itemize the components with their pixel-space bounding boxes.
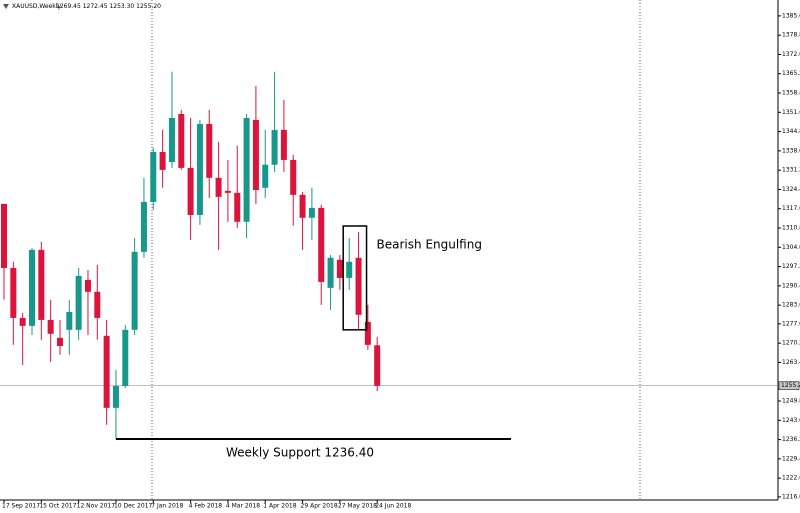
candle-body	[159, 152, 166, 170]
x-tick-label: 4 Mar 2018	[226, 503, 260, 510]
y-tick-label: 1263.40	[782, 359, 800, 366]
candle-body	[19, 317, 26, 326]
candle-body	[252, 119, 259, 191]
symbol-title: XAUUSD,Weekly	[12, 3, 61, 10]
y-tick-label: 1236.20	[782, 436, 800, 443]
candle-body	[56, 337, 63, 347]
candle-body	[1, 203, 7, 269]
candle-body	[280, 129, 287, 160]
support-label: Weekly Support 1236.40	[226, 446, 374, 460]
candle-body	[122, 329, 129, 386]
candle-body	[66, 311, 73, 330]
candle-body	[262, 164, 269, 188]
y-tick-label: 1270.20	[782, 340, 800, 347]
x-tick-label: 15 Oct 2017	[39, 503, 76, 510]
candle-body	[187, 167, 194, 215]
candle-body	[168, 117, 175, 162]
candle-body	[131, 251, 138, 330]
candle-body	[243, 117, 250, 222]
y-tick-label: 1378.80	[782, 32, 800, 39]
y-tick-label: 1344.80	[782, 128, 800, 135]
x-tick-label: 27 May 2018	[338, 503, 377, 510]
candle-body	[234, 192, 241, 222]
candle-body	[10, 268, 17, 318]
y-tick-label: 1338.00	[782, 147, 800, 154]
y-tick-label: 1290.40	[782, 282, 800, 289]
y-tick-label: 1229.40	[782, 455, 800, 462]
candle-body	[318, 207, 325, 282]
candle-body	[84, 279, 91, 292]
x-tick-label: 10 Dec 2017	[114, 503, 153, 510]
menu-icon	[3, 4, 9, 9]
candle-body	[215, 177, 222, 197]
candle-body	[271, 129, 278, 165]
y-tick-label: 1372.00	[782, 51, 800, 58]
y-tick-label: 1385.60	[782, 12, 800, 19]
candle-body	[308, 207, 315, 218]
y-tick-label: 1358.40	[782, 90, 800, 97]
current-price-box	[778, 381, 800, 390]
candle-body	[327, 257, 334, 288]
candle-body	[150, 152, 157, 202]
y-tick-label: 1216.00	[782, 493, 800, 500]
y-tick-label: 1324.40	[782, 186, 800, 193]
y-tick-label: 1297.20	[782, 263, 800, 270]
x-tick-label: 17 Sep 2017	[2, 503, 40, 510]
candle-body	[224, 190, 231, 193]
x-tick-label: 7 Jan 2018	[151, 503, 183, 510]
candle-body	[47, 319, 54, 334]
x-tick-label: 1 Apr 2018	[263, 503, 296, 510]
y-tick-label: 1365.20	[782, 70, 800, 77]
ohlc-text: 1269.45 1272.45 1253.30 1255.20	[56, 3, 161, 10]
candle-body	[140, 201, 147, 252]
x-tick-label: 29 Apr 2018	[301, 503, 338, 510]
y-tick-label: 1304.00	[782, 244, 800, 251]
pattern-box	[342, 225, 368, 331]
pattern-label: Bearish Engulfing	[377, 237, 482, 251]
y-tick-label: 1283.60	[782, 302, 800, 309]
y-tick-label: 1351.60	[782, 109, 800, 116]
candle-body	[178, 114, 185, 168]
candle-body	[346, 261, 353, 278]
candle-body	[112, 385, 119, 408]
current-price-label: 1255.20	[781, 382, 800, 389]
candle-body	[196, 123, 203, 215]
candle-body	[94, 291, 101, 318]
x-tick-label: 12 Nov 2017	[77, 503, 116, 510]
y-tick-label: 1277.00	[782, 320, 800, 327]
candle-body	[336, 259, 343, 278]
y-tick-label: 1222.60	[782, 475, 800, 482]
y-tick-label: 1249.80	[782, 398, 800, 405]
candle-body	[355, 257, 362, 315]
x-tick-label: 24 Jun 2018	[375, 503, 411, 510]
candle-body	[75, 275, 82, 330]
candle-body	[28, 249, 35, 326]
y-tick-label: 1331.20	[782, 167, 800, 174]
candle-body	[290, 159, 297, 195]
x-tick-label: 4 Feb 2018	[189, 503, 223, 510]
candle-body	[364, 321, 371, 345]
candle-body	[103, 335, 110, 408]
y-tick-label: 1310.80	[782, 225, 800, 232]
y-tick-label: 1243.00	[782, 417, 800, 424]
candle-body	[206, 123, 213, 178]
candle-body	[374, 345, 381, 386]
y-tick-label: 1317.60	[782, 205, 800, 212]
candle-body	[38, 249, 45, 320]
candle-body	[299, 194, 306, 218]
